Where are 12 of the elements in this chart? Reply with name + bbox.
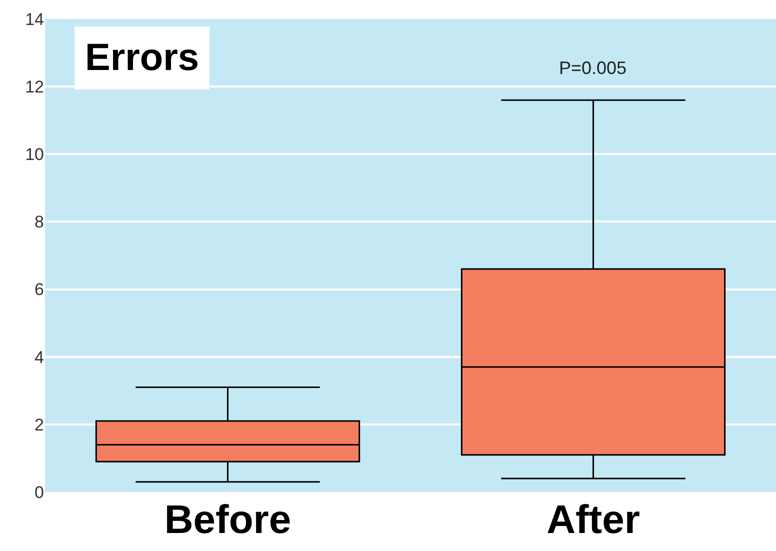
annotation: P=0.005	[559, 58, 627, 78]
x-tick-label: After	[546, 498, 640, 542]
y-tick-label: 0	[34, 482, 44, 502]
text: Errors	[85, 37, 200, 79]
y-tick-label: 8	[34, 212, 44, 232]
x-tick-label: Before	[164, 498, 292, 542]
y-tick-label: 4	[34, 348, 44, 367]
y-tick-label: 2	[34, 415, 44, 434]
y-tick-label: 10	[25, 145, 44, 164]
y-tick-label: 6	[34, 280, 44, 300]
y-tick-label: 12	[25, 78, 44, 97]
y-tick-label: 14	[25, 10, 44, 29]
